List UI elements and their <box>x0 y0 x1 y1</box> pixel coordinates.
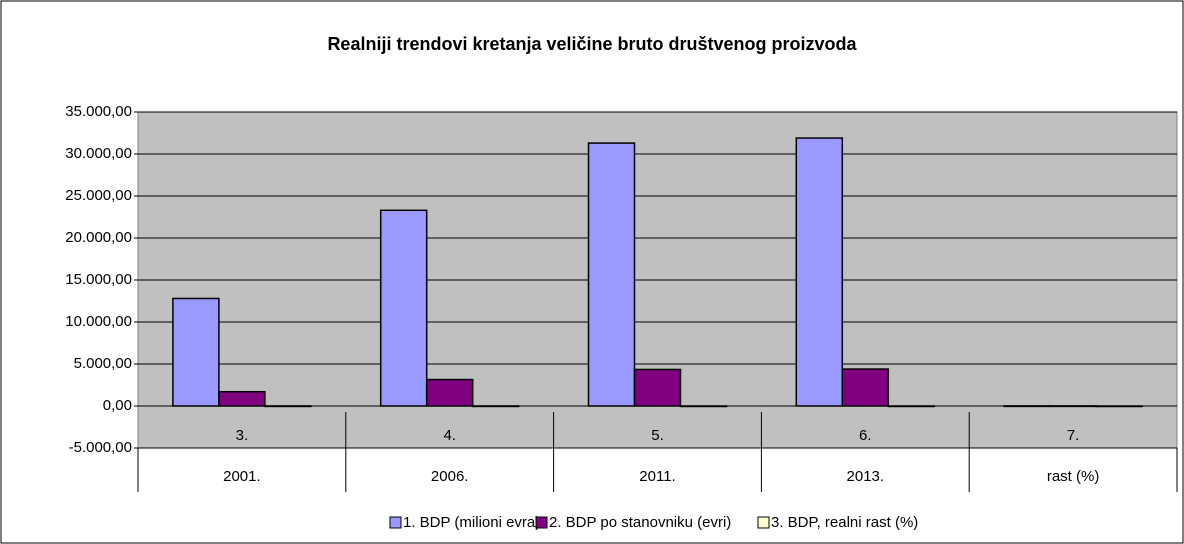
bar <box>841 368 890 407</box>
legend-label: 2. BDP po stanovniku (evri) <box>549 514 731 531</box>
y-tick-label: 10.000,00 <box>65 313 132 330</box>
bar <box>172 297 220 407</box>
y-tick-label: -5.000,00 <box>69 439 132 456</box>
legend-swatch <box>389 516 402 529</box>
bar <box>425 378 474 407</box>
y-tick-label: 35.000,00 <box>65 103 132 120</box>
legend-label: 3. BDP, realni rast (%) <box>771 514 918 531</box>
x-tick-label: 7. <box>1067 427 1080 444</box>
y-tick-label: 15.000,00 <box>65 271 132 288</box>
x-group-label: 2006. <box>431 468 469 485</box>
y-tick-label: 30.000,00 <box>65 145 132 162</box>
legend-swatch <box>535 516 548 529</box>
x-group-label: 2001. <box>223 468 261 485</box>
bar <box>218 390 266 407</box>
x-group-label: 2011. <box>639 468 675 485</box>
chart-title: Realniji trendovi kretanja veličine brut… <box>327 34 857 54</box>
legend-label: 1. BDP (milioni evra) <box>403 514 540 531</box>
y-tick-label: 0,00 <box>103 397 132 414</box>
x-tick-label: 6. <box>859 427 872 444</box>
bar <box>587 142 636 407</box>
legend-swatch <box>757 516 770 529</box>
x-tick-label: 4. <box>443 427 456 444</box>
bar <box>633 368 682 407</box>
x-tick-label: 5. <box>651 427 664 444</box>
x-group-label: 2013. <box>847 468 885 485</box>
x-tick-label: 3. <box>236 427 249 444</box>
x-group-label: rast (%) <box>1047 468 1100 485</box>
y-tick-label: 20.000,00 <box>65 229 132 246</box>
bar <box>379 209 428 407</box>
y-tick-label: 5.000,00 <box>74 355 132 372</box>
y-tick-label: 25.000,00 <box>65 187 132 204</box>
bar <box>795 137 844 407</box>
